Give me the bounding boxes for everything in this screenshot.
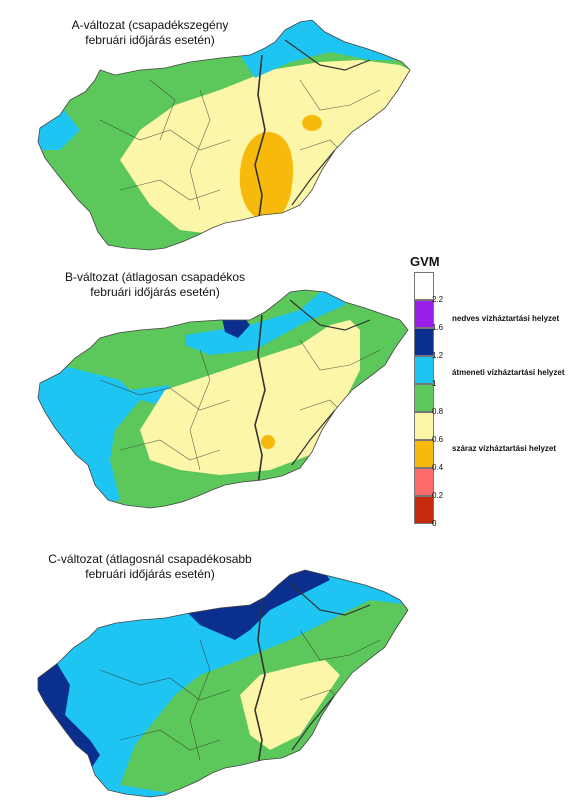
- legend-swatch-above-2-2: [414, 272, 434, 300]
- map-a-title: A-változat (csapadékszegény februári idő…: [50, 18, 250, 48]
- map-a-title-line1: A-változat (csapadékszegény: [71, 18, 229, 32]
- legend-swatch-0-8-1-0: [414, 384, 434, 412]
- map-b-title-line2: februári időjárás esetén): [90, 285, 220, 299]
- legend-category-dry: száraz vízháztartási helyzet: [452, 444, 557, 453]
- legend-swatch-0-6-0-8: [414, 412, 434, 440]
- legend-swatch-0-4-0-6: [414, 440, 434, 468]
- legend-tick: 1.6: [432, 323, 444, 332]
- legend-tick: 0.2: [432, 491, 444, 500]
- map-c-title: C-változat (átlagosnál csapadékosabb feb…: [20, 552, 280, 582]
- legend-swatch-0-2-0-4: [414, 468, 434, 496]
- legend-tick: 2.2: [432, 295, 444, 304]
- legend-swatch-1-2-1-6: [414, 328, 434, 356]
- legend-category-wet: nedves vízháztartási helyzet: [452, 314, 560, 323]
- legend: GVM 2.2 1.6 1.2 1 0.8 0.6 0.4 0.2 0 nedv…: [404, 254, 587, 544]
- map-b: [37, 289, 409, 509]
- legend-tick: 1.2: [432, 351, 444, 360]
- map-c-title-line2: februári időjárás esetén): [85, 567, 215, 581]
- legend-tick: 1: [432, 379, 437, 388]
- legend-title: GVM: [410, 254, 440, 269]
- map-b-title-line1: B-változat (átlagosan csapadékos: [64, 270, 246, 284]
- map-b-title: B-változat (átlagosan csapadékos február…: [30, 270, 280, 300]
- map-a: [37, 19, 411, 251]
- legend-category-transitional: átmeneti vízháztartási helyzet: [452, 368, 565, 377]
- map-a-title-line2: februári időjárás esetén): [85, 33, 215, 47]
- legend-tick: 0: [432, 519, 437, 528]
- legend-swatch-1-0-1-2: [414, 356, 434, 384]
- legend-tick: 0.6: [432, 435, 444, 444]
- legend-tick: 0.4: [432, 463, 444, 472]
- legend-swatch-1-6-2-2: [414, 300, 434, 328]
- map-c-title-line1: C-változat (átlagosnál csapadékosabb: [48, 552, 252, 566]
- map-c: [37, 569, 409, 798]
- legend-tick: 0.8: [432, 407, 444, 416]
- legend-swatch-0-0-2: [414, 496, 434, 524]
